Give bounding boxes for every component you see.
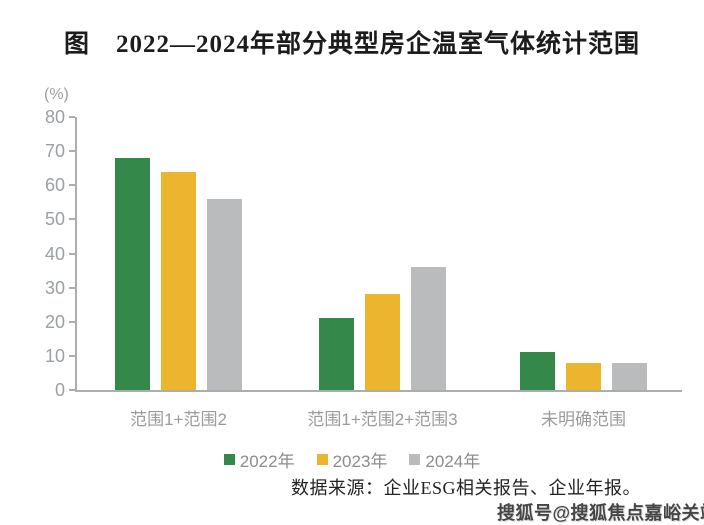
y-tick-mark (69, 116, 75, 118)
y-axis-unit-label: (%) (44, 86, 69, 103)
y-tick-mark (69, 218, 75, 221)
category-label: 未明确范围 (541, 410, 626, 429)
legend-swatch-icon (316, 453, 328, 465)
legend-swatch-icon (409, 453, 421, 465)
bar-2022年-范围1+范围2 (115, 157, 150, 390)
bar-2024年-范围1+范围2+范围3 (411, 267, 446, 390)
legend-label: 2023年 (332, 451, 388, 471)
legend-label: 2022年 (239, 451, 295, 471)
y-tick-mark (69, 184, 75, 187)
legend-item-2024年: 2024年 (409, 447, 480, 472)
legend-label: 2024年 (425, 451, 481, 471)
y-tick-label: 60 (44, 175, 65, 196)
bar-2023年-未明确范围 (566, 362, 601, 390)
bar-2023年-范围1+范围2+范围3 (365, 294, 400, 390)
y-tick-label: 70 (44, 141, 65, 162)
chart-legend: 2022年 2023年 2024年 (0, 447, 704, 471)
y-tick-label: 40 (44, 243, 65, 264)
y-tick-mark (69, 286, 75, 289)
watermark: 搜狐号@搜狐焦点嘉峪关站 (497, 503, 704, 523)
y-tick-label: 10 (44, 345, 65, 366)
y-tick-mark (69, 389, 75, 391)
legend-item-2023年: 2023年 (316, 447, 388, 472)
y-tick-label: 50 (44, 209, 65, 230)
chart-title: 图 2022—2024年部分典型房企温室气体统计范围 (63, 31, 640, 58)
y-tick-label: 0 (54, 380, 65, 400)
bar-2024年-未明确范围 (612, 362, 647, 390)
y-tick-mark (69, 252, 75, 255)
bar-2022年-范围1+范围2+范围3 (319, 318, 354, 390)
category-label: 范围1+范围2 (130, 410, 227, 429)
y-tick-label: 20 (44, 311, 65, 332)
legend-item-2022年: 2022年 (223, 447, 295, 472)
y-tick-mark (69, 150, 75, 153)
source-note: 数据来源：企业ESG相关报告、企业年报。 (291, 478, 642, 498)
category-label: 范围1+范围2+范围3 (307, 410, 458, 429)
y-tick-label: 80 (44, 107, 65, 127)
y-tick-mark (69, 354, 75, 357)
bar-2024年-范围1+范围2 (207, 198, 242, 390)
y-tick-mark (69, 320, 75, 323)
bar-2022年-未明确范围 (520, 352, 555, 390)
y-tick-label: 30 (44, 277, 65, 298)
bar-2023年-范围1+范围2 (161, 171, 196, 390)
plot-area: 0 10 20 30 40 50 60 70 80 范围1+范围2 范围1+范围2+范围3 未明确范围 (45, 107, 682, 429)
legend-swatch-icon (223, 453, 235, 465)
